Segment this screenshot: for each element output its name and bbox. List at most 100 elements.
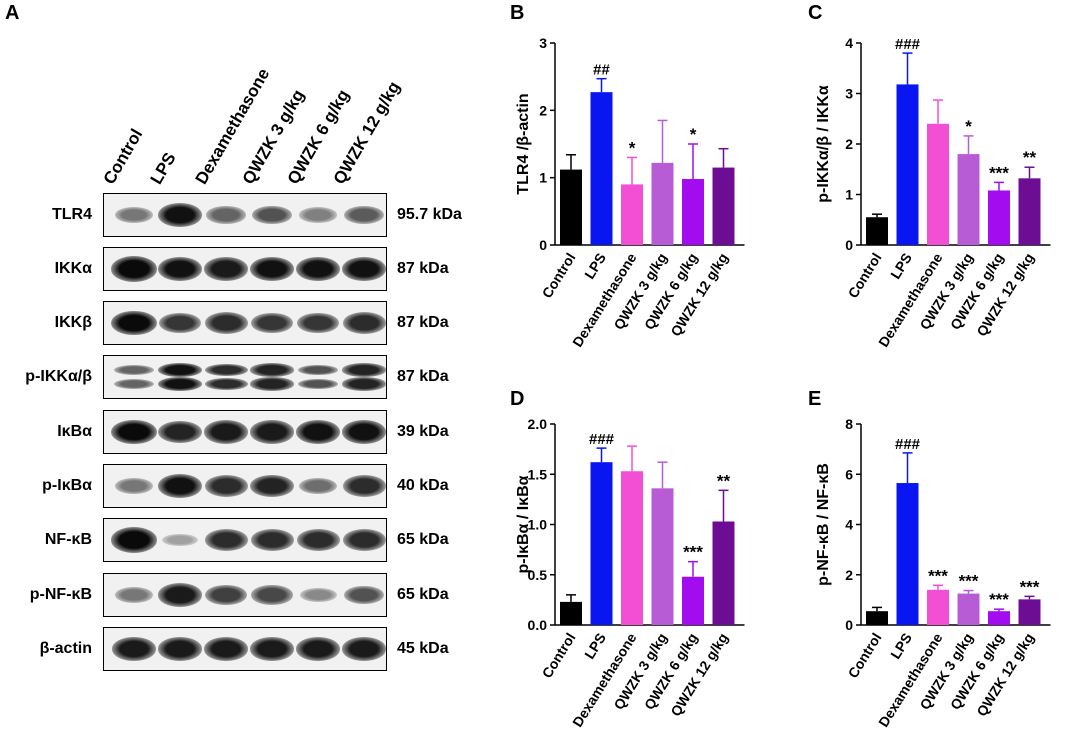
x-tick-label: LPS	[887, 250, 915, 282]
blot-image	[103, 573, 387, 617]
bar	[712, 167, 735, 245]
blot-band	[111, 310, 157, 336]
y-axis-label: p-IKKα/β / IKKα	[815, 85, 832, 203]
molecular-weight-label: 45 kDa	[397, 640, 449, 657]
x-tick-label: LPS	[887, 630, 915, 662]
blot-band	[157, 377, 203, 391]
bar	[1018, 599, 1041, 625]
panel-letter-b: B	[510, 2, 525, 24]
molecular-weight-label: 65 kDa	[397, 586, 449, 603]
blot-band	[296, 312, 340, 334]
y-tick-label: 2	[845, 136, 853, 152]
blot-band	[114, 207, 154, 223]
panel-letter-e: E	[808, 388, 822, 410]
x-tick-label: Control	[539, 250, 579, 301]
blot-band	[204, 529, 248, 551]
x-tick-label: Control	[539, 630, 579, 681]
molecular-weight-label: 65 kDa	[397, 531, 449, 548]
bar	[957, 593, 980, 625]
blot-band	[249, 637, 295, 661]
bar	[896, 483, 919, 625]
significance-label: ###	[895, 36, 921, 53]
y-tick-label: 0.0	[528, 617, 548, 633]
blot-band	[249, 420, 295, 444]
y-tick-label: 6	[845, 466, 853, 482]
blot-band	[299, 587, 337, 603]
blot-band	[111, 419, 157, 445]
significance-label: ***	[959, 572, 979, 591]
lane-label: LPS	[146, 149, 180, 188]
significance-label: **	[1023, 148, 1037, 167]
bar	[988, 611, 1010, 625]
y-tick-label: 0	[845, 237, 853, 253]
bar	[560, 601, 582, 625]
y-tick-label: 2	[539, 102, 547, 118]
significance-label: *	[629, 138, 636, 157]
blot-band	[204, 475, 248, 497]
y-tick-label: 4	[845, 517, 853, 533]
blot-band	[111, 637, 157, 661]
blot-band	[298, 477, 338, 495]
protein-label: β-actin	[39, 640, 92, 657]
blot-band	[296, 529, 340, 551]
blot-band	[341, 257, 386, 281]
significance-label: ***	[989, 590, 1009, 609]
panel-letter-c: C	[808, 2, 823, 24]
significance-label: *	[965, 117, 972, 136]
lane-label: Control	[99, 125, 147, 188]
blot-band	[344, 206, 384, 224]
y-tick-label: 3	[539, 35, 547, 51]
blot-band	[250, 474, 294, 498]
protein-label: p-IKKα/β	[25, 368, 92, 385]
blot-band	[295, 637, 341, 661]
blot-band	[203, 420, 249, 444]
protein-label: TLR4	[52, 206, 92, 223]
bar	[651, 488, 674, 625]
significance-label: ##	[593, 62, 610, 79]
blot-band	[114, 587, 154, 603]
protein-label: p-NF-κB	[29, 586, 92, 603]
blot-band	[251, 205, 293, 225]
y-tick-label: 4	[845, 35, 853, 51]
y-tick-label: 1	[845, 187, 853, 203]
blot-band	[342, 312, 386, 334]
blot-band	[114, 378, 154, 390]
significance-label: ***	[928, 566, 948, 585]
y-tick-label: 1.5	[528, 466, 548, 482]
y-tick-label: 3	[845, 86, 853, 102]
y-axis-label: p-NF-κB / NF-κB	[815, 463, 832, 586]
blot-band	[158, 420, 202, 444]
blot-band	[341, 420, 386, 444]
y-tick-label: 0.5	[528, 567, 548, 583]
blot-image	[103, 464, 387, 508]
blot-band	[250, 377, 294, 391]
significance-label: **	[717, 471, 731, 490]
bar	[712, 521, 735, 625]
blot-band	[299, 207, 337, 223]
bar	[866, 611, 888, 625]
x-tick-label: Control	[845, 250, 885, 301]
blot-band	[249, 257, 295, 281]
blot-band	[295, 257, 341, 281]
significance-label: *	[690, 125, 697, 144]
blot-band	[158, 312, 202, 334]
protein-label: NF-κB	[44, 531, 92, 548]
y-axis-label: TLR4 /β-actin	[515, 93, 532, 194]
blot-band	[157, 474, 203, 498]
bar	[621, 471, 643, 625]
bar	[866, 217, 888, 245]
bar	[682, 576, 704, 625]
blot-image	[103, 410, 387, 454]
bar	[927, 123, 949, 245]
blot-band	[157, 257, 203, 281]
blot-band	[341, 637, 386, 661]
blot-image	[103, 355, 387, 399]
blot-band	[297, 364, 339, 376]
bar	[957, 154, 980, 245]
x-tick-label: Control	[845, 630, 885, 681]
blot-band	[295, 420, 341, 444]
protein-label: p-IκBα	[42, 477, 92, 494]
